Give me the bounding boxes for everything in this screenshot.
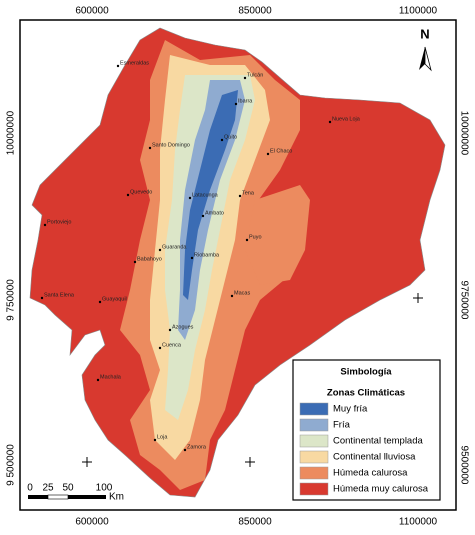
city-dot xyxy=(43,223,47,227)
city-label: Azogues xyxy=(172,324,194,330)
scale-segment xyxy=(28,495,48,499)
right-coord: 9750000 xyxy=(458,281,469,320)
grid-crosses xyxy=(82,293,423,467)
left-coord: 9 500000 xyxy=(6,444,17,486)
scale-label: 100 xyxy=(96,483,113,494)
legend-label: Húmeda calurosa xyxy=(333,468,408,479)
legend-swatch xyxy=(299,402,329,416)
arrow-left xyxy=(419,47,425,70)
scale-label: 25 xyxy=(42,483,54,494)
scale-segment xyxy=(68,495,106,499)
city-dot xyxy=(98,300,102,304)
city-label: Guaranda xyxy=(162,244,187,250)
city-dot xyxy=(230,294,234,298)
scale-bar xyxy=(28,494,106,500)
city-dot xyxy=(153,438,157,442)
left-coord: 10000000 xyxy=(6,110,17,155)
city-label: Portoviejo xyxy=(47,219,71,225)
top-coord: 850000 xyxy=(238,6,272,17)
city-dot xyxy=(133,260,137,264)
legend-subtitle: Zonas Climáticas xyxy=(327,388,405,399)
city-dot xyxy=(148,146,152,150)
city-dot xyxy=(328,120,332,124)
city-dot xyxy=(243,76,247,80)
top-coord: 600000 xyxy=(75,6,109,17)
city-dot xyxy=(116,64,120,68)
cross xyxy=(82,293,423,467)
city-label: Quevedo xyxy=(130,189,152,195)
zone-area xyxy=(245,185,310,285)
city-label: Santo Domingo xyxy=(152,142,190,148)
city-label: Nueva Loja xyxy=(332,116,361,122)
city-label: Machala xyxy=(100,374,122,380)
right-coord: 10000000 xyxy=(458,111,469,156)
right-coord: 9500000 xyxy=(458,446,469,485)
city-dot xyxy=(126,193,130,197)
city-dot xyxy=(183,448,187,452)
city-label: Puyo xyxy=(249,234,262,240)
north-arrow: N xyxy=(419,26,432,72)
city-dot xyxy=(188,196,192,200)
legend-label: Muy fría xyxy=(333,404,368,415)
scale-unit: Km xyxy=(109,492,124,503)
city-label: Guayaquil xyxy=(102,296,127,302)
bottom-coord: 850000 xyxy=(238,517,272,528)
city-label: Ambato xyxy=(205,210,224,216)
top-coord: 1100000 xyxy=(399,6,438,17)
north-label: N xyxy=(420,26,429,41)
city-label: Quito xyxy=(224,134,237,140)
city-label: Tulcán xyxy=(247,72,263,78)
city-dot xyxy=(266,152,270,156)
bottom-coord: 1100000 xyxy=(399,517,438,528)
city-label: Zamora xyxy=(187,444,207,450)
bottom-coord: 600000 xyxy=(75,517,109,528)
city-label: Loja xyxy=(157,434,168,440)
city-label: Ibarra xyxy=(238,98,253,104)
city-dot xyxy=(234,102,238,106)
scale-label: 50 xyxy=(62,483,74,494)
city-dot xyxy=(238,194,242,198)
city-label: Esmeraldas xyxy=(120,60,149,66)
city-label: Santa Elena xyxy=(44,292,75,298)
legend-label: Fría xyxy=(333,420,351,431)
city-dot xyxy=(245,238,249,242)
legend-swatch xyxy=(299,450,329,464)
legend-swatch xyxy=(299,466,329,480)
city-dot xyxy=(168,328,172,332)
city-dot xyxy=(40,296,44,300)
city-label: Latacunga xyxy=(192,192,219,198)
scale-label: 0 xyxy=(27,483,33,494)
city-dot xyxy=(96,378,100,382)
legend-swatch xyxy=(299,482,329,496)
city-dot xyxy=(158,248,162,252)
legend-label: Húmeda muy calurosa xyxy=(333,484,429,495)
arrow-right xyxy=(424,46,432,72)
scale-segment xyxy=(47,494,69,500)
legend-swatch xyxy=(299,434,329,448)
zone-area xyxy=(165,75,255,420)
zone-area xyxy=(178,80,245,340)
left-coord: 9 750000 xyxy=(6,279,17,321)
city-dot xyxy=(220,138,224,142)
legend-label: Continental lluviosa xyxy=(333,452,416,463)
city-dot xyxy=(190,256,194,260)
city-label: Tena xyxy=(242,190,255,196)
city-dot xyxy=(158,346,162,350)
legend-label: Continental templada xyxy=(333,436,423,447)
legend-swatch xyxy=(299,418,329,432)
regions xyxy=(29,27,446,498)
city-dot xyxy=(201,214,205,218)
city-label: Babahoyo xyxy=(137,256,162,262)
city-label: Macas xyxy=(234,290,250,296)
legend-title: Simbología xyxy=(340,367,392,378)
city-label: El Chaco xyxy=(270,148,292,154)
city-label: Riobamba xyxy=(194,252,220,258)
zone-area xyxy=(183,90,238,300)
city-label: Cuenca xyxy=(162,342,182,348)
